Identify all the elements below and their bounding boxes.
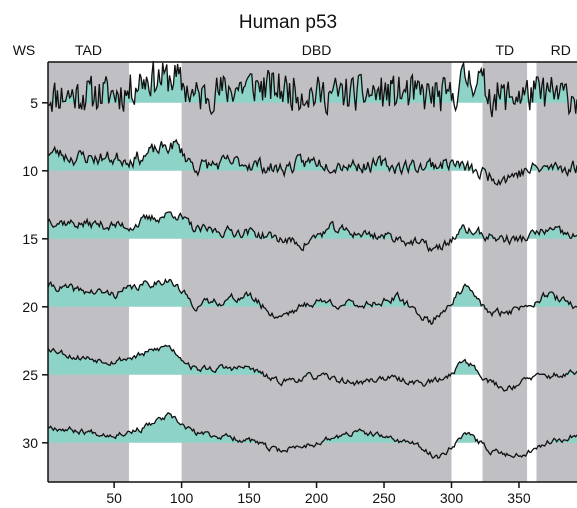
series-fill-ws10: [48, 140, 577, 171]
x-tick-label: 350: [507, 490, 531, 506]
series-fill-ws30: [48, 412, 577, 443]
x-tick-label: 100: [170, 490, 194, 506]
x-tick-label: 150: [237, 490, 261, 506]
x-tick-label: 300: [440, 490, 464, 506]
x-tick-label: 50: [106, 490, 122, 506]
y-tick-label: 5: [30, 95, 38, 111]
domain-region-rd: [536, 62, 577, 482]
domain-label-rd: RD: [551, 42, 571, 58]
series-line-ws30: [47, 411, 577, 460]
y-axis-label: WS: [13, 42, 36, 58]
domain-label-dbd: DBD: [302, 42, 332, 58]
y-tick-label: 15: [22, 231, 38, 247]
domain-region-tad: [48, 62, 129, 482]
domain-regions: [48, 62, 577, 482]
series-fill-ws25: [48, 345, 577, 375]
x-tick-label: 250: [372, 490, 396, 506]
x-tick-label: 200: [305, 490, 329, 506]
series-line-ws10: [47, 138, 577, 186]
axes: [42, 61, 577, 488]
domain-label-td: TD: [495, 42, 514, 58]
series-fill-ws20: [48, 279, 577, 307]
series-line-ws25: [47, 344, 577, 392]
y-tick-label: 25: [22, 367, 38, 383]
domain-region-dbd: [181, 62, 452, 482]
series-line-ws20: [47, 277, 577, 326]
chart-title: Human p53: [239, 12, 337, 33]
y-tick-label: 20: [22, 299, 38, 315]
series-line-ws15: [47, 211, 577, 253]
y-tick-label: 10: [22, 163, 38, 179]
domain-region-td: [482, 62, 528, 482]
y-tick-label: 30: [22, 435, 38, 451]
series-line-ws5: [47, 60, 577, 118]
series-layer: [47, 60, 577, 460]
series-fill-ws15: [48, 212, 577, 239]
domain-label-tad: TAD: [75, 42, 102, 58]
